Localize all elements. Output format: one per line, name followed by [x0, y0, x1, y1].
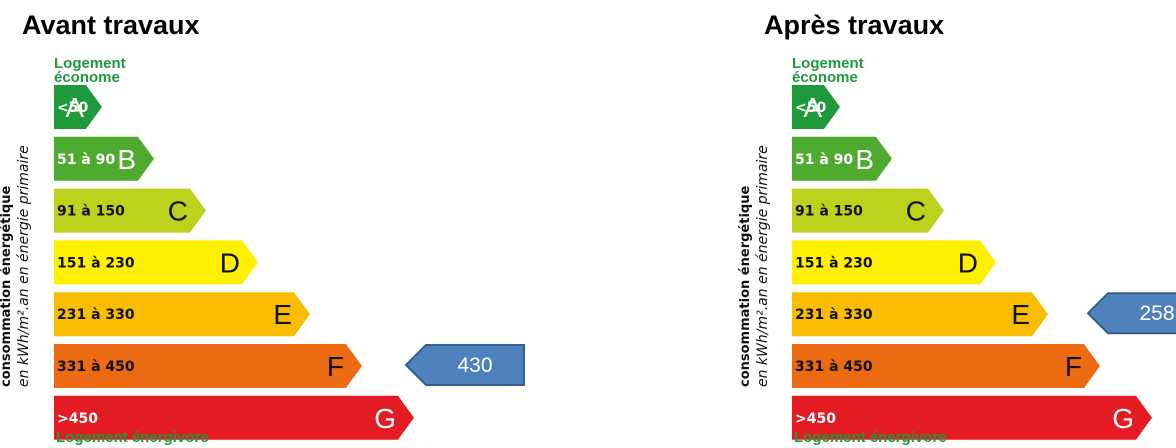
value-marker: 430	[404, 344, 525, 386]
energy-class-c: 91 à 150 C	[54, 188, 206, 233]
marker-arrow	[404, 344, 525, 386]
energy-class-f: 331 à 450 F	[54, 344, 362, 388]
energy-class-d: 151 à 230 D	[54, 240, 258, 285]
energy-bar	[54, 85, 102, 129]
energy-class-g: >450 G	[54, 395, 414, 440]
class-letter: C	[168, 196, 188, 227]
class-letter: C	[906, 196, 926, 227]
energy-bar	[54, 344, 362, 388]
energy-bar	[54, 240, 258, 285]
panel-apres: Après travaux Logement économe consommat…	[738, 0, 1176, 448]
energy-bar	[792, 292, 1048, 337]
class-letter: G	[1112, 403, 1134, 434]
energy-class-f: 331 à 450 F	[792, 344, 1100, 388]
class-letter: A	[803, 92, 822, 123]
class-letter: A	[65, 92, 84, 123]
energy-class-b: 51 à 90 B	[792, 136, 892, 181]
range-label: 231 à 330	[795, 307, 873, 323]
class-letter: E	[1011, 299, 1030, 330]
range-label: 331 à 450	[795, 359, 873, 375]
energy-class-c: 91 à 150 C	[792, 188, 944, 233]
range-label: 151 à 230	[795, 255, 873, 271]
range-label: 231 à 330	[57, 307, 135, 323]
top-label-econome: Logement économe	[54, 55, 126, 86]
energy-bar	[792, 344, 1100, 388]
marker-arrow	[1086, 292, 1176, 335]
energy-class-e: 231 à 330 E	[792, 292, 1048, 337]
bottom-label-energivore: Logement énergivore	[794, 429, 947, 446]
energy-bar	[54, 136, 154, 181]
energy-bar	[54, 292, 310, 337]
energy-class-g: >450 G	[792, 395, 1152, 440]
value-marker: 258	[1086, 292, 1176, 335]
panel-title: Avant travaux	[22, 10, 200, 40]
energy-bars-chart: <50A 51 à 90 B 91 à 150 C 151 à 230 D 231 à 330…	[54, 85, 525, 440]
y-axis-label-line1: consommation énergétique	[0, 185, 14, 387]
class-letter: E	[273, 299, 292, 330]
class-letter: D	[220, 247, 240, 278]
energy-class-a: <50A	[792, 85, 840, 129]
energy-bar	[792, 188, 944, 233]
energy-class-b: 51 à 90 B	[54, 136, 154, 181]
range-label: 51 à 90	[57, 152, 115, 168]
energy-bar	[792, 136, 892, 181]
energy-bar	[792, 395, 1152, 440]
top-label-econome: Logement économe	[792, 55, 864, 86]
class-letter: B	[117, 144, 136, 175]
range-label: 51 à 90	[795, 152, 853, 168]
energy-bar	[792, 240, 996, 285]
energy-class-a: <50A	[54, 85, 102, 129]
energy-class-e: 231 à 330 E	[54, 292, 310, 337]
energy-bar	[54, 395, 414, 440]
range-label: 331 à 450	[57, 359, 135, 375]
energy-bar	[54, 188, 206, 233]
range-label: 91 à 150	[795, 204, 863, 220]
y-axis-label-line1: consommation énergétique	[738, 185, 753, 387]
energy-class-d: 151 à 230 D	[792, 240, 996, 285]
class-letter: B	[855, 144, 874, 175]
panel-title: Après travaux	[764, 10, 945, 40]
marker-value: 430	[457, 354, 492, 377]
class-letter: G	[374, 403, 396, 434]
energy-bars-chart: <50A 51 à 90 B 91 à 150 C 151 à 230 D 231 à 330…	[792, 85, 1176, 440]
range-label: <50	[57, 100, 88, 116]
range-label: 91 à 150	[57, 204, 125, 220]
bottom-label-energivore: Logement énergivore	[56, 429, 209, 446]
marker-value: 258	[1139, 302, 1174, 325]
range-label: <50	[795, 100, 826, 116]
range-label: >450	[57, 411, 98, 427]
energy-bar	[792, 85, 840, 129]
class-letter: F	[327, 351, 344, 382]
panel-avant: Avant travaux Logement économe consommat…	[0, 0, 525, 448]
range-label: >450	[795, 411, 836, 427]
class-letter: D	[958, 247, 978, 278]
class-letter: F	[1065, 351, 1082, 382]
range-label: 151 à 230	[57, 255, 135, 271]
